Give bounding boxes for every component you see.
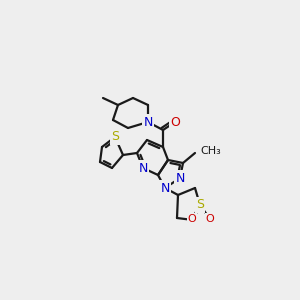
Text: O: O — [206, 214, 214, 224]
Text: N: N — [143, 116, 153, 128]
Text: O: O — [188, 214, 196, 224]
Text: S: S — [111, 130, 119, 143]
Text: CH₃: CH₃ — [200, 146, 221, 156]
Text: O: O — [170, 116, 180, 128]
Text: N: N — [175, 172, 185, 184]
Text: N: N — [138, 161, 148, 175]
Text: N: N — [160, 182, 170, 194]
Text: S: S — [196, 199, 204, 212]
